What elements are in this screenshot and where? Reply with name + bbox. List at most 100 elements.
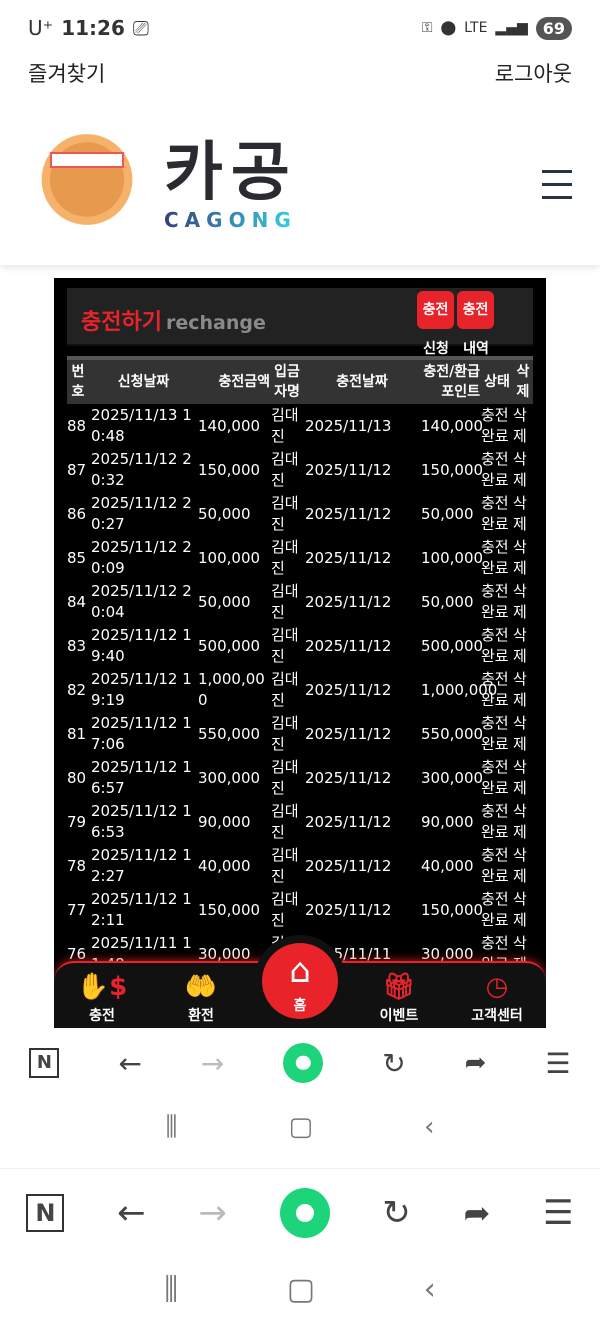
- naver-icon[interactable]: N: [29, 1048, 60, 1078]
- network-label: LTE: [464, 20, 488, 36]
- cell-delete[interactable]: 삭제: [513, 406, 527, 445]
- cell-depositor: 김대진: [271, 494, 299, 533]
- cell-status: 충전완료: [481, 670, 509, 709]
- cell-points: 50,000: [421, 592, 474, 611]
- table-row: 79 2025/11/12 16:53 90,000 김대진 2025/11/12 90,…: [67, 800, 533, 844]
- cell-depositor: 김대진: [271, 846, 299, 885]
- cell-delete[interactable]: 삭제: [513, 626, 527, 665]
- table-row: 77 2025/11/12 12:11 150,000 김대진 2025/11/12 15…: [67, 888, 533, 932]
- cell-delete[interactable]: 삭제: [513, 450, 527, 489]
- cell-charge-date: 2025/11/12: [305, 592, 392, 611]
- home-button-icon[interactable]: ▢: [288, 1112, 314, 1142]
- cell-status: 충전완료: [481, 626, 509, 665]
- cell-request-date: 2025/11/12 12:11: [91, 890, 192, 929]
- cell-number: 79: [67, 812, 87, 831]
- cell-charge-date: 2025/11/12: [305, 680, 392, 699]
- cell-number: 82: [67, 680, 87, 699]
- cell-depositor: 김대진: [271, 406, 299, 445]
- cell-request-date: 2025/11/12 16:53: [91, 802, 192, 841]
- table-row: 78 2025/11/12 12:27 40,000 김대진 2025/11/12 40,…: [67, 844, 533, 888]
- nav-event[interactable]: 🎁︎ 이벤트: [359, 969, 439, 1025]
- page-title: 충전하기: [81, 310, 162, 335]
- cell-request-date: 2025/11/12 17:06: [91, 714, 192, 753]
- cell-depositor: 김대진: [271, 890, 299, 929]
- forward-icon[interactable]: →: [200, 1046, 225, 1080]
- charge-request-button[interactable]: 충전: [417, 291, 454, 329]
- logout-link[interactable]: 로그아웃: [494, 62, 572, 86]
- cell-delete[interactable]: 삭제: [513, 758, 527, 797]
- cell-number: 80: [67, 768, 87, 787]
- cell-amount: 40,000: [198, 856, 251, 875]
- menu-icon[interactable]: ☰: [543, 1193, 574, 1233]
- reload-icon[interactable]: ↻: [382, 1046, 406, 1080]
- home-icon: ⌂: [289, 951, 311, 991]
- back-button-icon[interactable]: ‹: [424, 1112, 435, 1142]
- cell-amount: 50,000: [198, 504, 251, 523]
- back-button-icon[interactable]: ‹: [423, 1272, 436, 1307]
- naver-icon[interactable]: N: [26, 1194, 65, 1232]
- cell-depositor: 김대진: [271, 626, 299, 665]
- cell-delete[interactable]: 삭제: [513, 890, 527, 929]
- hands-money-icon: 🤲: [184, 972, 218, 1002]
- cell-amount: 90,000: [198, 812, 251, 831]
- cell-request-date: 2025/11/12 16:57: [91, 758, 192, 797]
- hamburger-menu-icon[interactable]: [542, 170, 572, 209]
- green-dot-icon[interactable]: [283, 1043, 324, 1083]
- menu-icon[interactable]: ☰: [545, 1046, 571, 1080]
- back-icon[interactable]: ←: [117, 1193, 146, 1233]
- green-dot-icon[interactable]: [279, 1188, 330, 1238]
- cell-request-date: 2025/11/12 19:19: [91, 670, 192, 709]
- clock-24-icon: ◷: [485, 972, 509, 1002]
- cell-delete[interactable]: 삭제: [513, 714, 527, 753]
- cell-charge-date: 2025/11/12: [305, 724, 392, 743]
- cell-request-date: 2025/11/12 20:04: [91, 582, 192, 621]
- table-row: 82 2025/11/12 19:19 1,000,000 김대진 2025/11/12…: [67, 668, 533, 712]
- table-row: 81 2025/11/12 17:06 550,000 김대진 2025/11/12 55…: [67, 712, 533, 756]
- cell-delete[interactable]: 삭제: [513, 494, 527, 533]
- cell-charge-date: 2025/11/12: [305, 504, 392, 523]
- recent-apps-icon[interactable]: ⫼: [164, 1272, 179, 1307]
- reload-icon[interactable]: ↻: [382, 1193, 411, 1233]
- header-delete: 삭제: [516, 364, 530, 400]
- back-icon[interactable]: ←: [118, 1046, 142, 1080]
- charge-history-caption[interactable]: 내역: [463, 341, 489, 357]
- nav-charge[interactable]: ✋$ 충전: [62, 969, 142, 1025]
- nav-support[interactable]: ◷ 고객센터: [457, 969, 537, 1025]
- cell-delete[interactable]: 삭제: [513, 670, 527, 709]
- mascot-image: [32, 130, 142, 240]
- share-icon[interactable]: ➦: [463, 1194, 491, 1232]
- cell-points: 30,000: [421, 944, 474, 963]
- charge-request-caption[interactable]: 신청: [423, 341, 449, 357]
- cell-request-date: 2025/11/12 19:40: [91, 626, 192, 665]
- cell-number: 85: [67, 548, 87, 567]
- recent-apps-icon[interactable]: ⫼: [165, 1112, 178, 1142]
- site-header: 카공 CAGONG: [0, 110, 600, 265]
- cell-request-date: 2025/11/12 20:32: [91, 450, 192, 489]
- cell-points: 300,000: [421, 768, 484, 787]
- share-icon[interactable]: ➦: [464, 1048, 487, 1078]
- cell-amount: 1,000,000: [198, 670, 265, 709]
- cell-amount: 150,000: [198, 460, 261, 479]
- screenshot-icon: ⎚: [132, 16, 149, 40]
- charge-history-button[interactable]: 충전: [457, 291, 494, 329]
- browser-toolbar-small: N ← → ↻ ➦ ☰: [0, 1040, 600, 1086]
- favorites-link[interactable]: 즐겨찾기: [28, 62, 106, 86]
- cell-amount: 150,000: [198, 900, 261, 919]
- forward-icon[interactable]: →: [198, 1193, 227, 1233]
- nav-home[interactable]: ⌂ 홈: [262, 943, 338, 1019]
- logo[interactable]: 카공 CAGONG: [32, 130, 298, 240]
- cell-delete[interactable]: 삭제: [513, 582, 527, 621]
- logo-korean: 카공: [164, 136, 298, 210]
- cell-depositor: 김대진: [271, 670, 299, 709]
- cell-status: 충전완료: [481, 846, 509, 885]
- cell-number: 81: [67, 724, 87, 743]
- cell-points: 100,000: [421, 548, 484, 567]
- hand-money-icon: ✋$: [76, 972, 128, 1002]
- home-button-icon[interactable]: ▢: [286, 1272, 316, 1307]
- nav-exchange[interactable]: 🤲 환전: [161, 969, 241, 1025]
- cell-delete[interactable]: 삭제: [513, 846, 527, 885]
- clock: 11:26: [61, 16, 125, 40]
- cell-delete[interactable]: 삭제: [513, 538, 527, 577]
- cell-delete[interactable]: 삭제: [513, 802, 527, 841]
- cell-status: 충전완료: [481, 406, 509, 445]
